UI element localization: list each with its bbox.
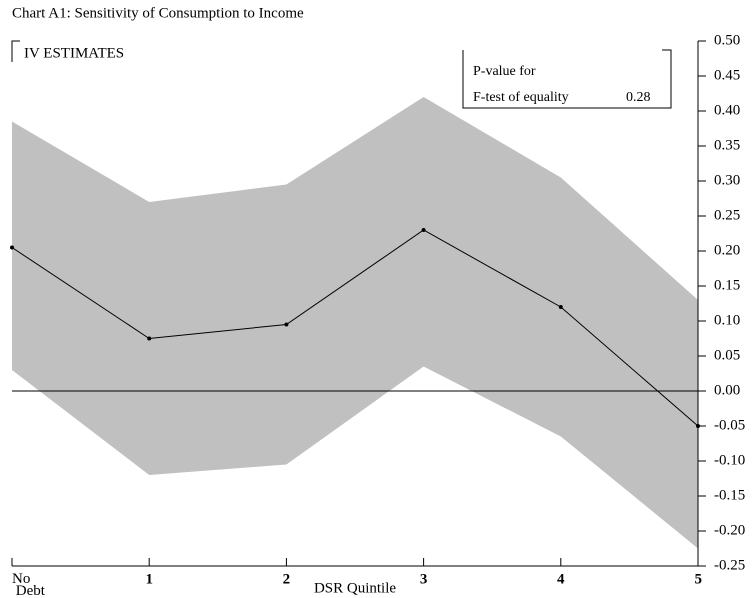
x-tick-label: 2 — [283, 571, 291, 587]
x-tick-label-line: No — [12, 571, 30, 587]
point — [10, 245, 14, 250]
y-tick-label: 0.40 — [714, 102, 740, 118]
x-axis-label: DSR Quintile — [314, 580, 396, 596]
y-tick-label: 0.35 — [714, 137, 740, 153]
x-tick-label: 5 — [695, 571, 703, 587]
x-tick-label: 3 — [420, 571, 428, 587]
inset-box — [462, 49, 672, 109]
y-tick-label: 0.25 — [714, 207, 740, 223]
x-tick-label: 4 — [557, 571, 565, 587]
point — [558, 305, 563, 309]
y-tick-label: -0.25 — [714, 557, 745, 573]
line — [11, 229, 699, 427]
point — [147, 336, 152, 341]
confidence-band — [12, 97, 698, 549]
y-tick-label: 0.15 — [714, 277, 740, 293]
corner-bracket — [11, 40, 20, 62]
y-tick-label: -0.15 — [714, 487, 745, 503]
x-tick-label-line: Debt — [12, 583, 46, 598]
inset-value: 0.28 — [626, 90, 651, 105]
y-tick-label: -0.05 — [714, 417, 745, 433]
y-tick-label: 0.45 — [714, 67, 740, 83]
y-tick-label: 0.00 — [714, 382, 740, 398]
x-tick-label: 1 — [145, 571, 153, 587]
y-tick-label: 0.30 — [714, 172, 740, 188]
y-tick-label: 0.20 — [714, 242, 740, 258]
y-tick-label: 0.05 — [714, 347, 740, 363]
y-tick-label: 0.50 — [714, 32, 740, 48]
point — [696, 424, 700, 428]
point — [421, 228, 426, 232]
point — [284, 322, 289, 327]
chart-title: Chart A1: Sensitivity of Consumption to … — [12, 5, 304, 21]
inset-text: F-test of equality — [473, 90, 569, 105]
panel-label: IV ESTIMATES — [24, 45, 124, 61]
y-tick-label: -0.10 — [714, 452, 745, 468]
inset-text: P-value for — [473, 64, 536, 79]
y-tick-label: -0.20 — [714, 522, 745, 538]
x-tick-label: No Debt — [12, 571, 46, 598]
y-tick-label: 0.10 — [714, 312, 740, 328]
